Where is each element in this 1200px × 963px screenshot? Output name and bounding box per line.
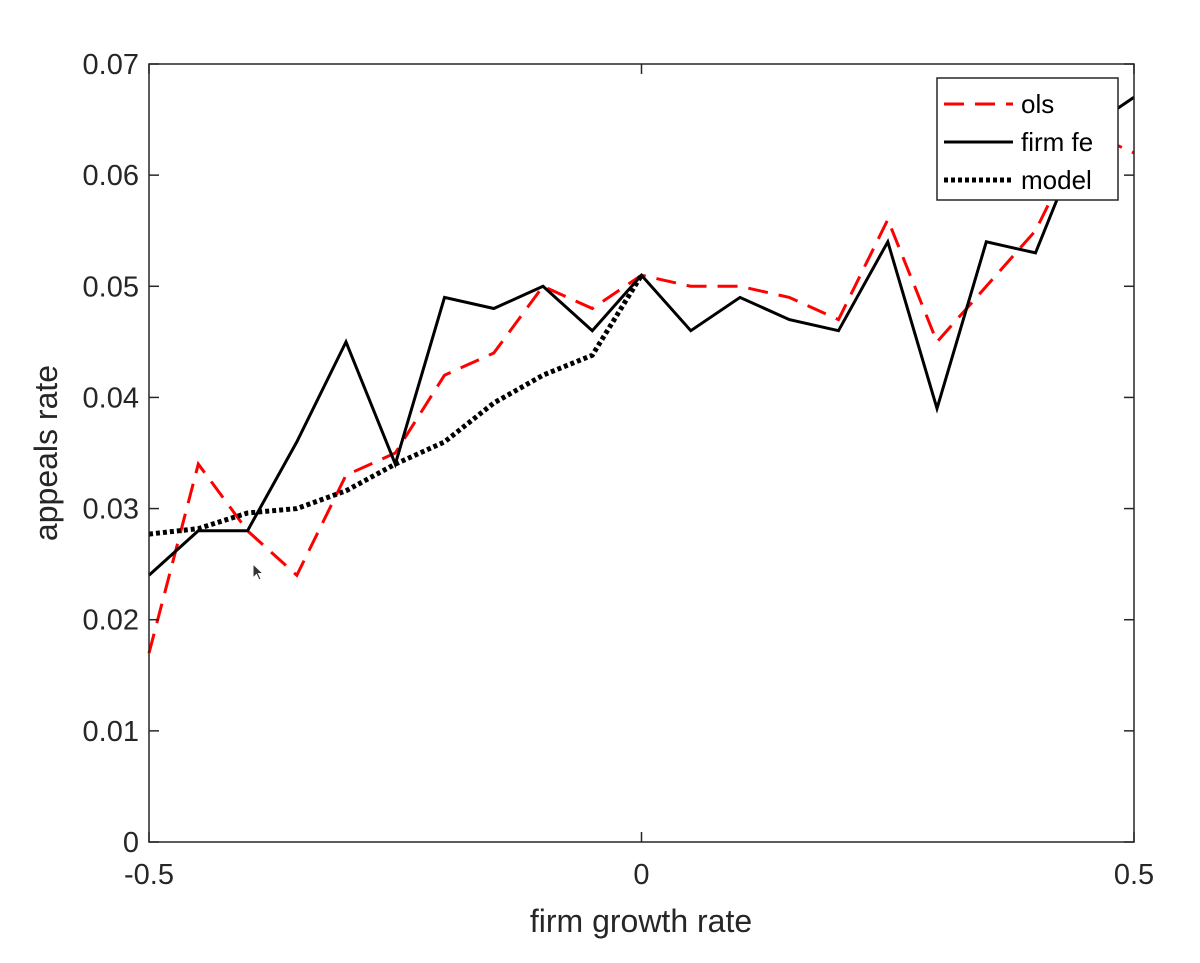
y-tick-label: 0.02	[83, 605, 139, 637]
legend-label-ols: ols	[1021, 89, 1054, 119]
tick-layer: 00.010.020.030.040.050.060.07-0.5 0 0.5	[83, 49, 1155, 891]
series-layer	[147, 96, 1135, 654]
y-tick-label: 0.07	[83, 49, 139, 81]
legend-label-firm-fe: firm fe	[1021, 127, 1093, 157]
y-axis-label: appeals rate	[28, 365, 64, 541]
y-tick-label: 0.05	[83, 271, 139, 303]
legend-label-model: model	[1021, 165, 1092, 195]
x-tick-label: 0.5	[1114, 859, 1154, 891]
y-tick-label: 0.01	[83, 716, 139, 748]
mouse-pointer-icon	[252, 563, 265, 581]
y-tick-label: 0.06	[83, 160, 139, 192]
y-tick-label: 0	[123, 827, 139, 859]
series-line-firm-fe	[147, 96, 1135, 577]
x-axis-label: firm growth rate	[530, 903, 752, 939]
y-tick-label: 0.04	[83, 382, 139, 414]
y-tick-label: 0.03	[83, 494, 139, 526]
legend: ols firm fe model	[936, 77, 1119, 201]
x-tick-label: 0	[633, 859, 649, 891]
series-line-model	[148, 273, 644, 537]
x-tick-label: -0.5	[124, 859, 174, 891]
